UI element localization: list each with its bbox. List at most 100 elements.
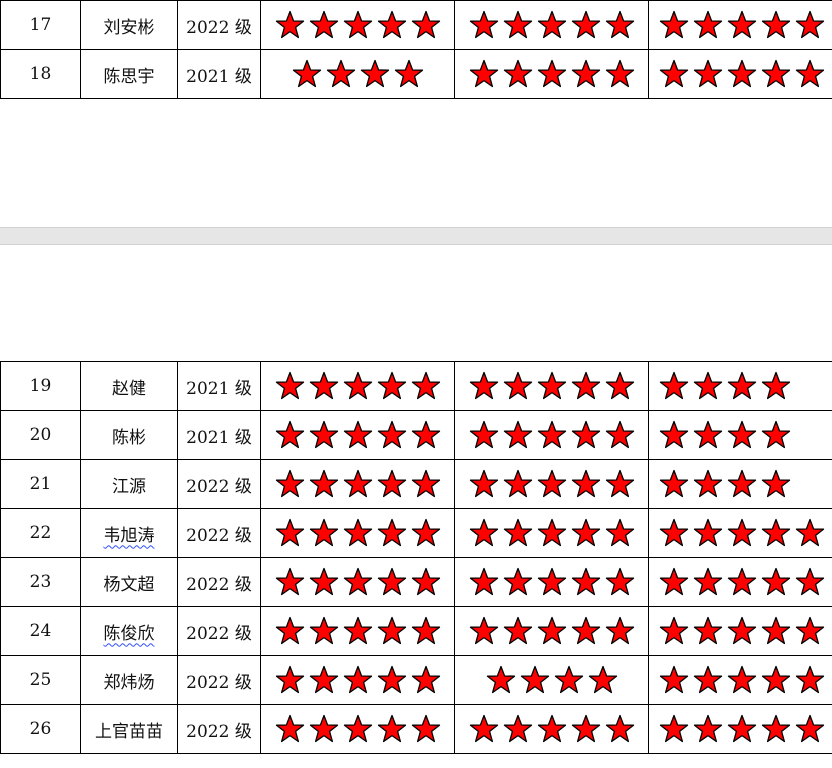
rating-cell-3[interactable] [648,49,832,99]
grade-cell-text: 2021 级 [186,378,252,399]
star-icon [605,714,634,743]
rating-cell-1[interactable] [260,557,455,607]
star-icon [693,469,723,498]
grade-cell[interactable]: 2022 级 [177,557,261,607]
table-row: 22 韦旭涛 2022 级 [0,508,832,558]
rating-cell-2[interactable] [454,361,649,411]
row-number-cell[interactable]: 17 [0,0,81,50]
grade-cell[interactable]: 2022 级 [177,704,261,754]
row-number-cell[interactable]: 25 [0,655,81,705]
rating-cell-3[interactable] [648,361,832,411]
rating-cell-3[interactable] [648,606,832,656]
star-rating [659,420,791,450]
rating-cell-2[interactable] [454,606,649,656]
rating-cell-1[interactable] [260,49,455,99]
star-rating [275,371,441,401]
star-icon [727,616,757,645]
star-icon [343,714,372,743]
star-icon [571,10,600,39]
rating-cell-3[interactable] [648,0,832,50]
star-icon [727,567,757,596]
star-icon [411,469,440,498]
grade-cell[interactable]: 2022 级 [177,508,261,558]
star-icon [503,567,532,596]
star-rating [469,420,635,450]
star-icon [727,665,757,694]
grade-cell-text: 2022 级 [186,476,252,497]
star-icon [377,10,406,39]
star-icon [411,665,440,694]
rating-cell-1[interactable] [260,606,455,656]
star-rating [659,616,825,646]
star-icon [309,518,338,547]
star-rating [659,469,791,499]
star-icon [486,665,515,694]
student-name-cell[interactable]: 陈思宇 [80,49,178,99]
rating-cell-3[interactable] [648,655,832,705]
row-number-cell-text: 26 [29,719,52,739]
grade-cell[interactable]: 2021 级 [177,361,261,411]
student-name-cell[interactable]: 江源 [80,459,178,509]
grade-cell[interactable]: 2022 级 [177,606,261,656]
star-icon [795,10,825,39]
star-rating [659,665,825,695]
rating-cell-3[interactable] [648,508,832,558]
rating-cell-2[interactable] [454,0,649,50]
row-number-cell[interactable]: 20 [0,410,81,460]
rating-cell-3[interactable] [648,704,832,754]
grade-cell[interactable]: 2022 级 [177,459,261,509]
row-number-cell[interactable]: 22 [0,508,81,558]
star-icon [394,59,423,88]
student-name-cell-text: 韦旭涛 [103,525,155,546]
rating-cell-1[interactable] [260,655,455,705]
student-name-cell[interactable]: 上官苗苗 [80,704,178,754]
rating-cell-3[interactable] [648,459,832,509]
star-icon [309,420,338,449]
rating-cell-1[interactable] [260,508,455,558]
rating-cell-1[interactable] [260,410,455,460]
row-number-cell[interactable]: 24 [0,606,81,656]
star-icon [571,616,600,645]
rating-cell-1[interactable] [260,459,455,509]
star-rating [659,714,825,744]
grade-cell[interactable]: 2022 级 [177,655,261,705]
student-name-cell[interactable]: 杨文超 [80,557,178,607]
student-name-cell[interactable]: 韦旭涛 [80,508,178,558]
grade-cell[interactable]: 2021 级 [177,49,261,99]
rating-cell-2[interactable] [454,49,649,99]
student-name-cell-text: 赵健 [112,378,146,399]
student-name-cell[interactable]: 赵健 [80,361,178,411]
rating-cell-3[interactable] [648,557,832,607]
star-icon [275,371,304,400]
rating-cell-2[interactable] [454,459,649,509]
grade-cell[interactable]: 2021 级 [177,410,261,460]
star-icon [659,665,689,694]
page-break-gap [0,227,832,245]
rating-cell-1[interactable] [260,0,455,50]
row-number-cell[interactable]: 19 [0,361,81,411]
rating-cell-2[interactable] [454,704,649,754]
star-icon [469,59,498,88]
rating-cell-1[interactable] [260,361,455,411]
student-name-cell[interactable]: 陈俊欣 [80,606,178,656]
row-number-cell[interactable]: 23 [0,557,81,607]
rating-cell-2[interactable] [454,508,649,558]
rating-cell-2[interactable] [454,655,649,705]
rating-cell-1[interactable] [260,704,455,754]
student-name-cell[interactable]: 刘安彬 [80,0,178,50]
row-number-cell[interactable]: 21 [0,459,81,509]
star-icon [693,616,723,645]
row-number-cell[interactable]: 26 [0,704,81,754]
star-rating [659,59,825,89]
grade-cell-text: 2022 级 [186,623,252,644]
student-name-cell[interactable]: 郑炜炀 [80,655,178,705]
rating-cell-3[interactable] [648,410,832,460]
star-icon [605,59,634,88]
row-number-cell[interactable]: 18 [0,49,81,99]
rating-cell-2[interactable] [454,410,649,460]
student-name-cell[interactable]: 陈彬 [80,410,178,460]
star-icon [469,518,498,547]
rating-cell-2[interactable] [454,557,649,607]
star-icon [469,371,498,400]
grade-cell[interactable]: 2022 级 [177,0,261,50]
